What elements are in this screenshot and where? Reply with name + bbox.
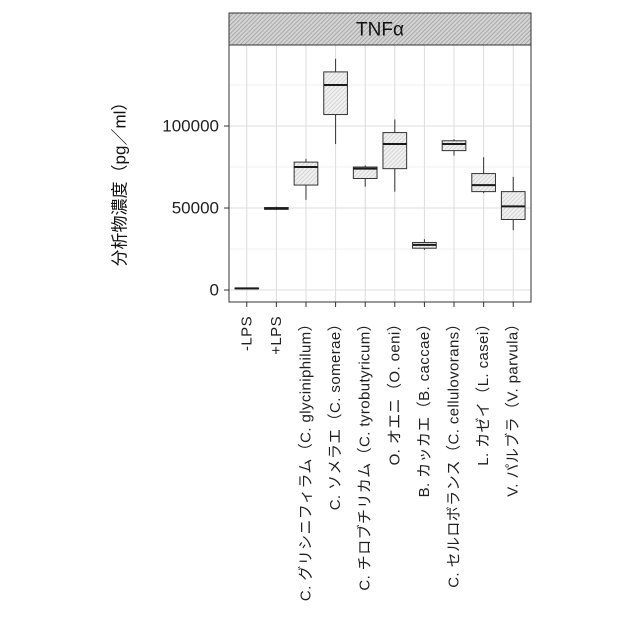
y-tick-label: 100000 — [162, 117, 219, 136]
facet-strip-label: TNFα — [356, 20, 404, 41]
box-c-glyciniphilum — [294, 162, 318, 185]
x-tick-label-minus-lps: -LPS — [238, 316, 255, 351]
box-o-oeni — [383, 133, 407, 169]
x-tick-label-c-glyciniphilum: C. グリシニフィラム（C. glyciniphilum） — [297, 316, 314, 601]
y-axis-title: 分析物濃度（pg／ml） — [111, 94, 130, 267]
facet-strip: TNFα — [229, 13, 531, 45]
x-tick-label-plus-lps: +LPS — [268, 316, 285, 355]
x-tick-label-v-parvula: V. パルブラ（V. parvula） — [504, 316, 522, 497]
y-tick-label: 50000 — [172, 199, 219, 218]
box-c-cellulovorans — [442, 141, 466, 151]
x-tick-label-c-cellulovorans: C. セルロボランス（C. cellulovorans） — [446, 316, 463, 588]
x-tick-label-c-somerae: C. ソメラエ（C. somerae） — [327, 316, 344, 510]
box-group-plus-lps — [265, 207, 289, 210]
box-group-minus-lps — [235, 288, 259, 290]
x-axis: -LPS +LPS C. グリシニフィラム（C. glyciniphilum） C. … — [238, 302, 521, 601]
x-tick-label-o-oeni: O. オエニ（O. oeni） — [386, 316, 403, 465]
x-tick-label-b-caccae: B. カッカエ（B. caccae） — [416, 316, 433, 497]
x-tick-label-c-tyrobutyricum: C. チロブチリカム（C. tyrobutyricum） — [356, 316, 374, 591]
box-l-casei — [472, 174, 496, 192]
x-tick-label-l-casei: L. カゼイ（L. casei） — [475, 316, 492, 466]
y-axis: 0 50000 100000 分析物濃度（pg／ml） — [111, 94, 230, 300]
y-tick-label: 0 — [210, 281, 219, 300]
box-c-somerae — [324, 72, 348, 115]
